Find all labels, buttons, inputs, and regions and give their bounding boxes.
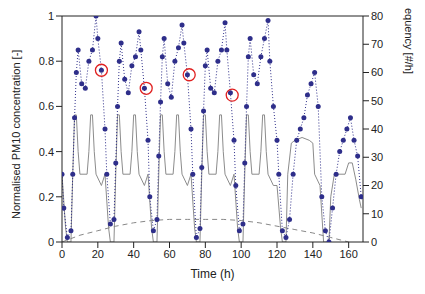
svg-text:10: 10 bbox=[371, 208, 383, 220]
svg-text:70: 70 bbox=[371, 38, 383, 50]
svg-text:Train frequency [#/h]: Train frequency [#/h] bbox=[403, 8, 415, 74]
svg-text:120: 120 bbox=[268, 248, 286, 260]
svg-text:Normalised PM10 concentration: Normalised PM10 concentration [-] bbox=[10, 50, 22, 219]
svg-text:30: 30 bbox=[371, 151, 383, 163]
svg-text:140: 140 bbox=[304, 248, 322, 260]
svg-text:60: 60 bbox=[371, 66, 383, 78]
svg-text:0: 0 bbox=[371, 236, 377, 248]
svg-text:50: 50 bbox=[371, 95, 383, 107]
svg-text:60: 60 bbox=[163, 248, 175, 260]
svg-text:0.4: 0.4 bbox=[39, 146, 54, 158]
svg-text:80: 80 bbox=[371, 10, 383, 22]
svg-text:80: 80 bbox=[199, 248, 211, 260]
svg-text:0.6: 0.6 bbox=[39, 100, 54, 112]
svg-text:0: 0 bbox=[48, 236, 54, 248]
svg-text:0.2: 0.2 bbox=[39, 191, 54, 203]
svg-text:100: 100 bbox=[232, 248, 250, 260]
svg-text:1: 1 bbox=[48, 10, 54, 22]
svg-text:40: 40 bbox=[371, 123, 383, 135]
svg-text:0: 0 bbox=[59, 248, 65, 260]
svg-text:20: 20 bbox=[371, 179, 383, 191]
svg-text:160: 160 bbox=[339, 248, 357, 260]
svg-text:Time (h): Time (h) bbox=[190, 267, 234, 281]
svg-text:40: 40 bbox=[128, 248, 140, 260]
svg-text:0.8: 0.8 bbox=[39, 55, 54, 67]
svg-text:20: 20 bbox=[92, 248, 104, 260]
